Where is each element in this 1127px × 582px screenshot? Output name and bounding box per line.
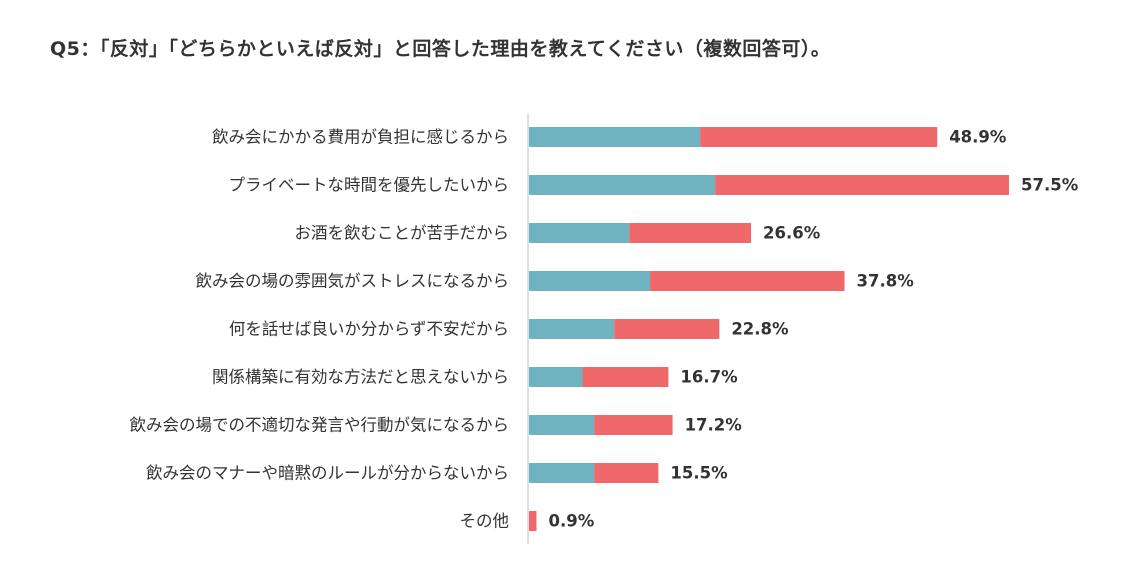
category-label: 飲み会の場での不適切な発言や行動が気になるから [130,416,510,435]
bar-segment-2 [582,367,669,387]
value-label: 16.7% [680,368,738,387]
value-label: 37.8% [857,272,915,291]
bar-segment-1 [529,367,583,387]
bar-segment-2 [594,415,673,435]
bar-segment-1 [529,319,615,339]
value-label: 57.5% [1021,176,1079,195]
bar-segment-2 [594,463,659,483]
bar-segment-1 [529,271,651,291]
value-label: 22.8% [731,320,789,339]
bar-segment-2 [629,223,752,243]
bar-segment-1 [529,127,701,147]
category-label: 飲み会にかかる費用が負担に感じるから [212,128,509,147]
value-label: 17.2% [685,416,743,435]
bar-segment-1 [529,175,716,195]
bar-segment-1 [529,463,595,483]
category-label: その他 [460,512,510,531]
bar-segment-2 [529,511,537,531]
bar-segment-1 [529,223,630,243]
chart-title: Q5：「反対」「どちらかといえば反対」と回答した理由を教えてください（複数回答可… [50,38,831,60]
value-label: 15.5% [670,464,728,483]
bar-segment-2 [614,319,720,339]
category-label: お酒を飲むことが苦手だから [295,224,510,243]
category-label: 飲み会のマナーや暗黙のルールが分からないから [146,464,509,483]
value-label: 48.9% [949,128,1007,147]
category-label: 何を話せば良いか分からず不安だから [229,320,509,339]
category-label: プライベートな時間を優先したいから [229,176,510,195]
bar-segment-2 [715,175,1009,195]
category-label: 飲み会の場の雰囲気がストレスになるから [196,272,510,291]
value-label: 0.9% [549,512,595,531]
category-label: 関係構築に有効な方法だと思えないから [212,368,509,387]
value-label: 26.6% [763,224,821,243]
bar-segment-2 [700,127,938,147]
bar-segment-2 [650,271,845,291]
bar-segment-1 [529,415,595,435]
